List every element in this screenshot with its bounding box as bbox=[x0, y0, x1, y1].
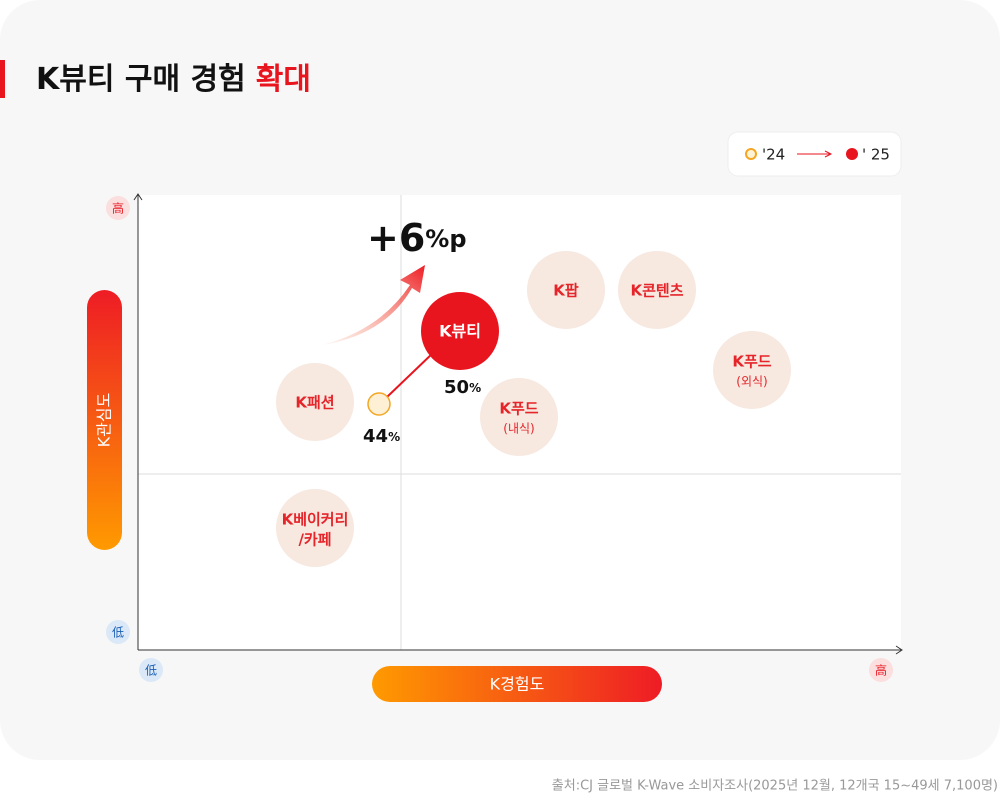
x-axis-label: K경험도 bbox=[490, 675, 545, 694]
bubble bbox=[276, 489, 354, 567]
title-bar bbox=[0, 60, 5, 98]
y-axis-label: K관심도 bbox=[95, 393, 114, 448]
bubble bbox=[276, 363, 354, 441]
value-label: 44% bbox=[363, 426, 400, 447]
bubble-label: K베이커리 bbox=[282, 511, 349, 529]
title: K뷰티 구매 경험 확대 bbox=[36, 62, 311, 97]
axis-end bbox=[139, 658, 163, 682]
y-axis-pill bbox=[87, 290, 122, 550]
axis-arrow bbox=[895, 645, 903, 655]
bubble-label: K콘텐츠 bbox=[630, 282, 683, 300]
axis-end bbox=[106, 620, 130, 644]
bubble bbox=[527, 251, 605, 329]
axis-end bbox=[106, 196, 130, 220]
source: 출처:CJ 글로벌 K-Wave 소비자조사(2025년 12월, 12개국 1… bbox=[552, 779, 998, 794]
bubble-label: K푸드 bbox=[732, 353, 771, 371]
point bbox=[421, 292, 499, 370]
bubble-label: (내식) bbox=[503, 422, 534, 436]
bubble bbox=[713, 331, 791, 409]
axis-end bbox=[869, 658, 893, 682]
bubble-label: /카페 bbox=[298, 531, 331, 549]
bubble-label: K팝 bbox=[553, 282, 579, 300]
y-low: 低 bbox=[112, 626, 124, 640]
x-axis-pill bbox=[372, 666, 662, 702]
x-low: 低 bbox=[145, 664, 157, 678]
bubble-label: K푸드 bbox=[499, 400, 538, 418]
value-label: 50% bbox=[444, 377, 481, 398]
legend-marker bbox=[846, 148, 858, 160]
bubble-label: (외식) bbox=[736, 375, 767, 389]
bubble bbox=[618, 251, 696, 329]
bubble-label: K패션 bbox=[295, 394, 334, 412]
change-arrow bbox=[322, 265, 425, 345]
change-label: +6%p bbox=[367, 216, 467, 260]
x-high: 高 bbox=[875, 663, 887, 678]
legend-arrow bbox=[824, 150, 833, 158]
point bbox=[367, 392, 391, 416]
bubble bbox=[480, 378, 558, 456]
highlight-label: K뷰티 bbox=[439, 322, 481, 341]
axis-arrow bbox=[133, 193, 143, 201]
legend-label: '24 bbox=[762, 146, 785, 164]
legend-label: ' 25 bbox=[862, 146, 890, 164]
legend-marker bbox=[745, 148, 757, 160]
connector bbox=[386, 351, 435, 398]
y-high: 高 bbox=[112, 201, 124, 216]
